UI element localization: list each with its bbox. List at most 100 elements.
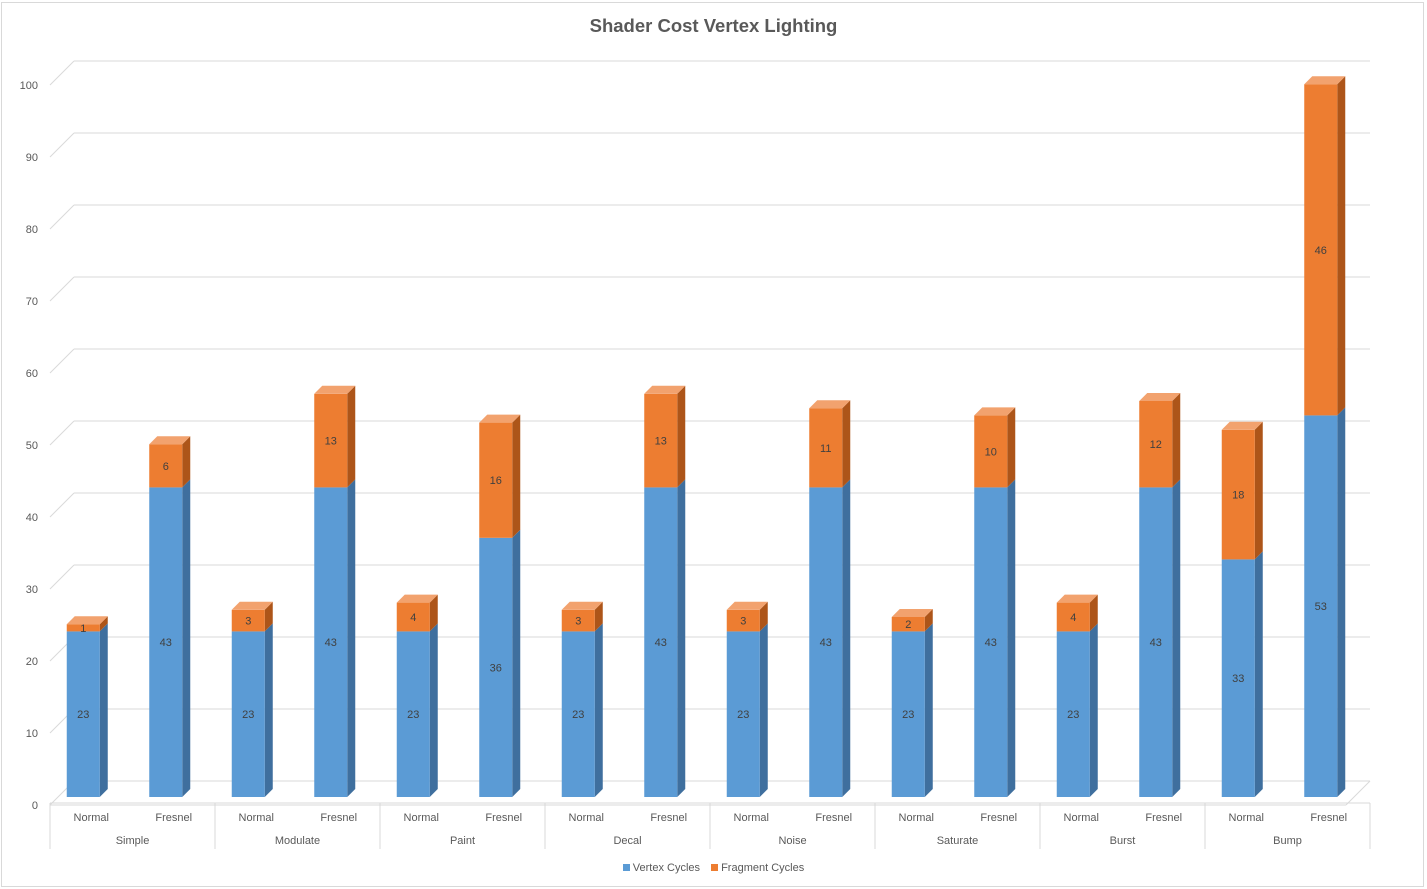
bar-fragment-cycles [1304,84,1338,416]
data-label-vertex: 43 [655,637,667,649]
bar-fragment-cycles-top [314,385,356,394]
x-group-label: Decal [613,835,641,847]
data-label-vertex: 23 [902,709,914,721]
data-label-fragment: 18 [1232,490,1244,502]
bar-fragment-cycles [561,609,595,632]
x-subcategory-label: Normal [569,812,604,824]
x-group-label: Bump [1273,835,1302,847]
legend-item-fragment: Fragment Cycles [711,862,804,874]
y-tick-label: 40 [26,512,38,524]
bar-fragment-cycles-top [479,414,521,423]
x-subcategory-label: Fresnel [485,812,522,824]
bar-vertex-cycles-side [1254,551,1263,797]
chart-title: Shader Cost Vertex Lighting [589,15,838,36]
x-subcategory-label: Fresnel [320,812,357,824]
y-tick-label: 100 [20,80,38,92]
x-subcategory-label: Normal [239,812,274,824]
y-tick-label: 10 [26,728,38,740]
bar-fragment-cycles [1056,602,1090,632]
data-label-fragment: 11 [820,443,831,455]
bar-fragment-cycles-top [891,609,933,617]
x-group-label: Modulate [275,835,320,847]
data-label-fragment: 3 [740,616,746,628]
bar-fragment-cycles-top [1139,393,1181,401]
legend-label-vertex: Vertex Cycles [632,862,701,874]
data-label-fragment: 4 [410,612,416,624]
data-label-vertex: 23 [77,709,89,721]
data-label-vertex: 23 [1067,709,1079,721]
bar-vertex-cycles-side [677,479,686,797]
bar-fragment-cycles [891,617,925,632]
x-subcategory-label: Normal [899,812,934,824]
data-label-vertex: 23 [407,709,419,721]
x-group-label: Simple [116,835,150,847]
x-subcategory-label: Normal [74,812,109,824]
bar-fragment-cycles-side [512,414,521,538]
bar-fragment-cycles-top [726,601,768,610]
data-label-fragment: 13 [325,436,337,448]
bar-vertex-cycles [644,487,678,797]
bar-vertex-cycles [66,631,100,797]
x-subcategory-label: Normal [1229,812,1264,824]
y-tick-label: 90 [26,152,38,164]
bar-vertex-cycles [891,631,925,797]
data-label-vertex: 23 [242,709,254,721]
bar-fragment-cycles-top [974,407,1016,416]
y-tick-label: 70 [26,296,38,308]
data-label-fragment: 1 [80,623,86,635]
bar-fragment-cycles-top [1221,421,1263,430]
data-label-vertex: 23 [737,709,749,721]
x-subcategory-label: Fresnel [815,812,852,824]
data-label-fragment: 16 [490,475,502,487]
bar-fragment-cycles [726,609,760,632]
bar-fragment-cycles-side [182,436,191,488]
bar-vertex-cycles-side [1337,407,1346,797]
bar-fragment-cycles-top [561,601,603,610]
bar-fragment-cycles-top [66,616,108,625]
legend-label-fragment: Fragment Cycles [721,862,805,874]
x-subcategory-label: Fresnel [980,812,1017,824]
bar-vertex-cycles-side [842,479,851,797]
bar-vertex-cycles [479,537,513,797]
x-group-label: Saturate [937,835,979,847]
bar-vertex-cycles [396,631,430,797]
data-label-fragment: 3 [245,616,251,628]
bar-fragment-cycles [314,393,348,488]
bar-fragment-cycles-side [594,601,603,632]
bar-vertex-cycles-side [924,623,933,797]
bar-vertex-cycles [974,487,1008,797]
bar-vertex-cycles [231,631,265,797]
bar-vertex-cycles-side [429,623,438,797]
bar-vertex-cycles [726,631,760,797]
bar-fragment-cycles-side [842,400,851,488]
bar-vertex-cycles [314,487,348,797]
bar-vertex-cycles-side [594,623,603,797]
bar-vertex-cycles-side [347,479,356,797]
bar-fragment-cycles-side [1172,393,1181,488]
data-label-fragment: 2 [905,619,911,631]
bar-vertex-cycles-side [1172,479,1181,797]
y-tick-label: 30 [26,584,38,596]
y-tick-label: 50 [26,440,38,452]
bar-fragment-cycles [644,393,678,488]
x-subcategory-label: Fresnel [1145,812,1182,824]
data-label-vertex: 43 [1150,637,1162,649]
bar-fragment-cycles [974,415,1008,488]
bar-vertex-cycles-side [1089,623,1098,797]
y-tick-label: 80 [26,224,38,236]
data-label-fragment: 3 [575,616,581,628]
floor-edge-depth [1345,780,1371,806]
data-label-vertex: 53 [1315,601,1327,613]
x-subcategory-label: Fresnel [155,812,192,824]
bar-fragment-cycles-side [429,594,438,632]
bar-fragment-cycles-top [809,400,851,409]
bar-vertex-cycles [149,487,183,797]
bar-fragment-cycles-side [1089,594,1098,632]
data-label-fragment: 10 [985,446,997,458]
data-label-fragment: 46 [1315,245,1327,257]
bar-fragment-cycles [479,422,513,538]
bar-fragment-cycles-top [396,594,438,603]
data-label-vertex: 43 [325,637,337,649]
data-label-vertex: 36 [490,662,502,674]
x-subcategory-label: Fresnel [1310,812,1347,824]
